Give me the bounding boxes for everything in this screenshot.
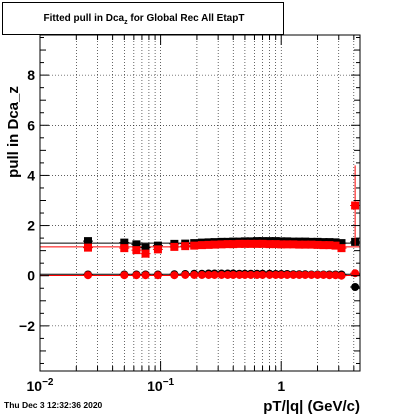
y-tick-label: 8	[27, 67, 35, 83]
point-square-red	[229, 240, 238, 249]
point-circle-red	[210, 270, 219, 279]
point-circle-red	[351, 269, 360, 278]
point-square-red	[271, 240, 280, 249]
point-circle-red	[132, 271, 141, 280]
point-circle-red	[337, 271, 346, 280]
point-square-red	[204, 240, 213, 249]
point-circle-red	[325, 271, 334, 280]
point-circle-black	[351, 283, 360, 291]
y-axis-title: pull in Dca_z	[5, 86, 22, 178]
point-square-red	[319, 241, 328, 250]
point-circle-red	[217, 270, 226, 279]
point-circle-red	[120, 271, 129, 280]
point-square-red	[240, 239, 249, 248]
point-square-red	[190, 241, 199, 250]
tick-labels: −2 0 2 4 6 8 10−2 10−1 1	[19, 67, 285, 394]
point-square-red	[120, 244, 129, 253]
timestamp: Thu Dec 3 12:32:36 2020	[4, 400, 103, 410]
point-square-red	[258, 239, 267, 248]
point-square-black	[141, 243, 150, 252]
point-square-red	[289, 240, 298, 249]
point-circle-red	[190, 270, 199, 279]
point-circle-red	[141, 271, 150, 280]
grid-lines	[40, 35, 360, 371]
point-circle-red	[204, 270, 213, 279]
x-tick-label: 10−2	[27, 377, 54, 394]
point-circle-red	[253, 270, 262, 279]
point-square-red	[223, 240, 232, 249]
point-square-red	[313, 240, 322, 249]
point-square-black	[83, 237, 92, 246]
point-square-red	[83, 243, 92, 252]
point-square-red	[337, 244, 346, 253]
point-circle-red	[271, 270, 280, 279]
point-square-red	[181, 242, 190, 251]
point-square-red	[197, 241, 206, 250]
point-square-red	[283, 240, 292, 249]
point-circle-red	[301, 270, 310, 279]
point-circle-red	[295, 270, 304, 279]
point-circle-red	[331, 271, 340, 280]
axis-ticks	[39, 35, 360, 371]
point-square-red	[132, 246, 141, 255]
y-tick-label: −2	[19, 318, 35, 334]
point-square-red	[253, 239, 262, 248]
point-circle-red	[313, 270, 322, 279]
point-circle-red	[83, 271, 92, 280]
point-circle-red	[229, 270, 238, 279]
point-circle-red	[235, 270, 244, 279]
point-circle-red	[258, 270, 267, 279]
point-square-black	[120, 238, 129, 247]
plot-frame	[39, 34, 361, 372]
point-square-red	[277, 240, 286, 249]
point-square-black	[132, 240, 141, 249]
title-box: Fitted pull in Dcaz for Global Rec All E…	[2, 2, 284, 35]
point-square-red	[295, 240, 304, 249]
point-square-red	[246, 239, 255, 248]
point-circle-red	[197, 270, 206, 279]
y-tick-label: 6	[27, 117, 35, 133]
point-circle-red	[265, 270, 274, 279]
data-marks	[82, 165, 361, 291]
point-square-red	[235, 239, 244, 248]
point-square-red	[331, 241, 340, 250]
point-circle-red	[319, 270, 328, 279]
point-circle-red	[181, 270, 190, 279]
point-circle-red	[307, 270, 316, 279]
point-square-red	[210, 240, 219, 249]
point-circle-red	[277, 270, 286, 279]
y-tick-label: 4	[27, 167, 35, 183]
point-circle-red	[246, 270, 255, 279]
point-square-red	[170, 242, 179, 251]
chart-title: Fitted pull in Dcaz for Global Rec All E…	[43, 13, 245, 26]
point-square-red	[301, 240, 310, 249]
point-circle-red	[153, 271, 162, 280]
point-square-red	[153, 245, 162, 254]
x-axis-title: pT/|q| (GeV/c)	[263, 398, 360, 414]
point-circle-red	[170, 271, 179, 280]
point-square-red	[325, 241, 334, 250]
point-circle-red	[283, 270, 292, 279]
point-square-red	[265, 240, 274, 249]
point-square-red	[351, 201, 360, 210]
point-square-red	[307, 240, 316, 249]
x-tick-label: 10−1	[147, 377, 174, 394]
point-circle-red	[223, 270, 232, 279]
point-square-red	[217, 240, 226, 249]
x-tick-label: 1	[277, 378, 285, 394]
point-square-black	[337, 239, 346, 248]
point-circle-red	[240, 270, 249, 279]
y-tick-label: 0	[27, 268, 35, 284]
point-square-red	[141, 249, 150, 258]
y-tick-label: 2	[27, 218, 35, 234]
point-circle-red	[289, 270, 298, 279]
